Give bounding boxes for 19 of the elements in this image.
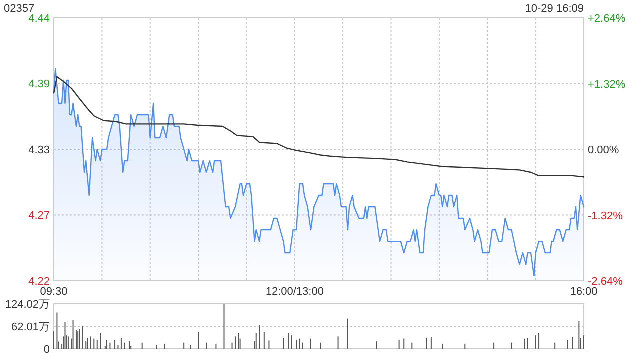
x-tick-label: 12:00/13:00: [266, 286, 324, 298]
text: 10-29 16:09: [525, 3, 584, 15]
y2-tick-label: 0.00%: [588, 144, 620, 156]
chart-title: 02357: [4, 3, 35, 15]
y-tick-label: 124.02万: [5, 299, 50, 311]
y-tick-label: 4.27: [28, 210, 50, 222]
y-tick-label: 4.39: [28, 78, 50, 91]
y-tick-label: 4.22: [28, 276, 50, 288]
y-tick-label: 0: [44, 344, 50, 356]
y2-tick-label: +1.32%: [588, 78, 626, 91]
y-tick-label: 4.44: [28, 13, 50, 25]
x-tick-label: 09:30: [40, 286, 68, 298]
x-tick-label: 16:00: [570, 286, 598, 298]
y2-tick-label: -2.64%: [588, 276, 624, 288]
y2-tick-label: +2.64%: [588, 13, 626, 25]
y2-tick-label: -1.32%: [588, 210, 624, 222]
y-tick-label: 4.33: [28, 144, 50, 156]
line-series: [53, 76, 585, 178]
y-tick-label: 62.01万: [11, 322, 50, 334]
